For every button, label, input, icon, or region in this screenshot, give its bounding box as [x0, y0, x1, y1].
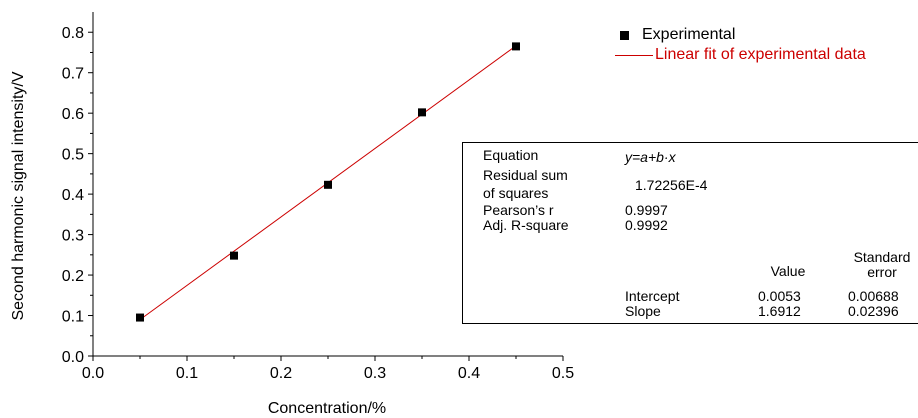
y-tick-label: 0.2	[62, 268, 84, 285]
y-tick-label: 0.4	[62, 187, 84, 204]
value-column-header: Value	[770, 263, 806, 279]
adj-r-square-label: Adj. R-square	[483, 217, 569, 233]
legend-item-linear-fit: Linear fit of experimental data	[615, 45, 866, 65]
y-tick-label: 0.6	[62, 106, 84, 123]
y-axis-label: Second harmonic signal intensity/V	[10, 71, 27, 320]
y-tick-label: 0.7	[62, 66, 84, 83]
line-marker-icon	[615, 54, 653, 56]
stderr-header-line-2: error	[867, 264, 897, 280]
legend-label-linear-fit: Linear fit of experimental data	[655, 46, 866, 63]
x-tick-label: 0.4	[458, 365, 480, 382]
equation-value: y=a+b·x	[625, 149, 676, 165]
pearson-label: Pearson’s r	[483, 202, 554, 218]
rss-label-line-2: of squares	[483, 185, 549, 201]
stderr-header-line-1: Standard	[853, 249, 911, 265]
experimental-data-point	[136, 313, 144, 322]
experimental-data-point	[324, 180, 332, 189]
experimental-data-point	[512, 42, 520, 51]
x-ticks: 0.0 0.1 0.2 0.3 0.4 0.5	[82, 356, 574, 382]
equation-label: Equation	[483, 147, 539, 163]
slope-error: 0.02396	[848, 303, 899, 319]
y-ticks: 0.0 0.1 0.2 0.3 0.4 0.5 0.6 0.7 0.8	[62, 25, 93, 366]
x-tick-label: 0.3	[364, 365, 386, 382]
x-tick-label: 0.0	[82, 365, 104, 382]
y-tick-label: 0.8	[62, 25, 84, 42]
y-tick-label: 0.1	[62, 309, 84, 326]
y-tick-label: 0.5	[62, 147, 84, 164]
fit-statistics-table: Equation y=a+b·x Residual sum of squares…	[462, 142, 918, 324]
intercept-value: 0.0053	[758, 288, 801, 304]
experimental-data-point	[418, 108, 426, 117]
intercept-label: Intercept	[625, 288, 680, 304]
legend: Experimental Linear fit of experimental …	[615, 25, 866, 65]
legend-label-experimental: Experimental	[642, 26, 736, 43]
x-tick-label: 0.5	[552, 365, 574, 382]
x-tick-label: 0.1	[176, 365, 198, 382]
square-marker-icon	[620, 30, 629, 40]
points-layer	[136, 42, 520, 322]
rss-label-line-1: Residual sum	[483, 167, 568, 183]
rss-value: 1.72256E-4	[635, 177, 708, 193]
y-tick-label: 0.0	[62, 349, 84, 366]
legend-item-experimental: Experimental	[615, 25, 866, 45]
intercept-error: 0.00688	[848, 288, 899, 304]
adj-r-square-value: 0.9992	[625, 217, 668, 233]
slope-value: 1.6912	[758, 303, 801, 319]
x-axis-label: Concentration/%	[268, 400, 386, 417]
pearson-value: 0.9997	[625, 202, 668, 218]
slope-label: Slope	[625, 303, 661, 319]
x-tick-label: 0.2	[270, 365, 292, 382]
y-tick-label: 0.3	[62, 228, 84, 245]
experimental-data-point	[230, 251, 238, 260]
